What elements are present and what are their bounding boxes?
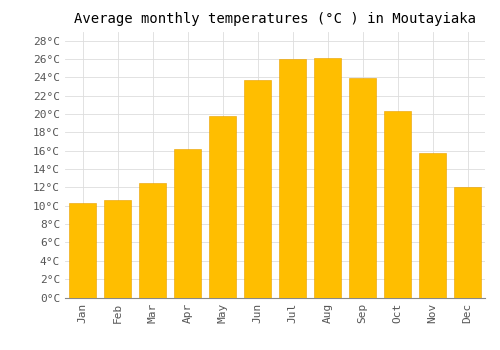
Bar [244,80,270,298]
Bar [70,203,96,298]
Bar [140,183,166,298]
Bar [384,111,410,298]
Bar [210,116,236,298]
Title: Average monthly temperatures (°C ) in Moutayiaka: Average monthly temperatures (°C ) in Mo… [74,12,476,26]
Bar [104,200,130,298]
Bar [314,58,340,298]
Bar [454,187,480,298]
Bar [350,78,376,298]
Bar [174,149,201,298]
Bar [420,153,446,298]
Bar [280,59,305,298]
